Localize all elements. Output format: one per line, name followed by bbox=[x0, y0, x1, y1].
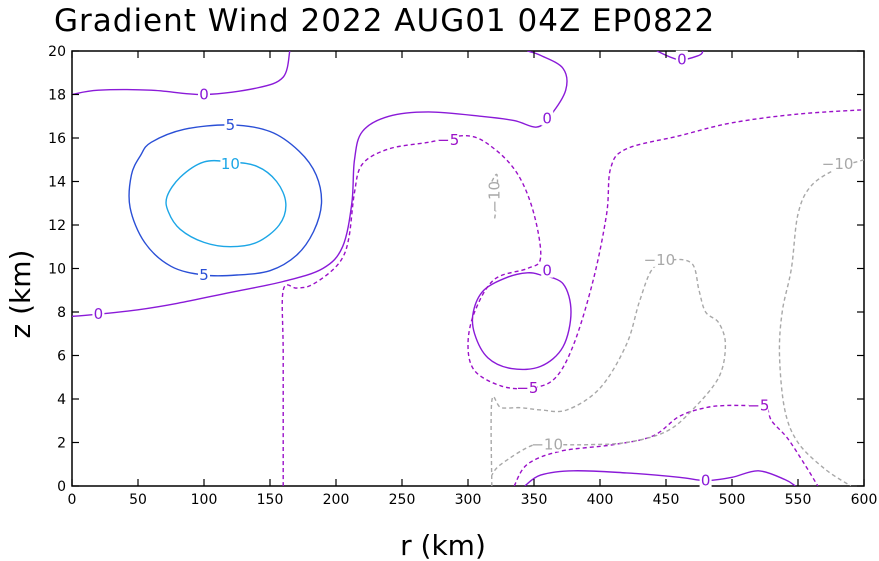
x-tick-label: 300 bbox=[455, 492, 482, 508]
y-tick-label: 20 bbox=[48, 44, 66, 60]
y-axis-label: z (km) bbox=[4, 250, 37, 339]
contour-label-level-neg10: −10 bbox=[644, 251, 676, 269]
contour-level-0 bbox=[524, 470, 796, 486]
x-tick-label: 450 bbox=[653, 492, 680, 508]
contour-label-text: 5 bbox=[199, 266, 209, 284]
contour-label-text: −5 bbox=[437, 131, 459, 149]
contour-label-mask bbox=[823, 155, 852, 172]
x-axis-label: r (km) bbox=[400, 529, 486, 561]
contour-label-text: −5 bbox=[516, 379, 538, 397]
contour-level-10 bbox=[165, 159, 287, 248]
x-tick-label: 500 bbox=[719, 492, 746, 508]
y-axis-ticks: 0 2 4 6 8 10 12 14 16 18 20 bbox=[48, 44, 864, 495]
contour-level-neg5 bbox=[513, 403, 819, 486]
y-tick-label: 0 bbox=[57, 479, 66, 495]
contour-label-level-5: 5 bbox=[198, 266, 210, 284]
plot-frame bbox=[71, 50, 865, 487]
contour-label-level-5: 5 bbox=[224, 115, 237, 134]
contour-label-text: 0 bbox=[94, 305, 104, 323]
contour-level-0 bbox=[656, 51, 704, 61]
y-tick-label: 12 bbox=[48, 218, 66, 234]
x-tick-label: 0 bbox=[68, 492, 77, 508]
contour-label-level-0: 0 bbox=[541, 261, 554, 280]
contour-level-neg5 bbox=[281, 109, 864, 486]
contour-label-level-0: 0 bbox=[541, 109, 554, 127]
chart-title: Gradient Wind 2022 AUG01 04Z EP0822 bbox=[54, 3, 715, 39]
contour-level-0 bbox=[72, 51, 568, 318]
x-tick-label: 600 bbox=[851, 492, 878, 508]
contour-level-0 bbox=[72, 51, 291, 96]
contour-label-text: −5 bbox=[747, 397, 769, 415]
contour-level-neg10 bbox=[491, 173, 499, 221]
y-tick-label: 8 bbox=[57, 305, 66, 321]
y-tick-label: 4 bbox=[57, 392, 66, 408]
x-tick-label: 100 bbox=[191, 492, 218, 508]
contour-label-mask bbox=[541, 261, 554, 278]
x-tick-label: 200 bbox=[323, 492, 350, 508]
contour-level-0 bbox=[471, 272, 572, 371]
contour-label-mask bbox=[198, 266, 210, 283]
contour-lines bbox=[72, 51, 864, 486]
contour-label-text: −10 bbox=[485, 181, 503, 213]
contour-label-text: 5 bbox=[226, 116, 236, 134]
contour-label-text: −10 bbox=[822, 155, 854, 173]
y-tick-label: 18 bbox=[48, 88, 66, 104]
contour-label-text: 10 bbox=[221, 155, 240, 173]
contour-label-mask bbox=[675, 50, 688, 67]
contour-label-level-0: 0 bbox=[92, 305, 105, 323]
x-tick-label: 400 bbox=[587, 492, 614, 508]
x-tick-label: 350 bbox=[521, 492, 548, 508]
contour-label-level-neg10: −10 bbox=[485, 181, 503, 213]
contour-label-text: 0 bbox=[542, 109, 552, 127]
y-tick-label: 10 bbox=[48, 262, 66, 278]
contour-label-mask bbox=[485, 182, 502, 211]
contour-label-mask bbox=[92, 305, 105, 322]
contour-label-text: −10 bbox=[531, 436, 563, 454]
y-tick-label: 14 bbox=[48, 175, 66, 191]
contour-label-level-neg10: −10 bbox=[531, 435, 563, 454]
contour-label-level-neg5: −5 bbox=[516, 379, 538, 397]
contour-label-level-neg5: −5 bbox=[747, 396, 769, 415]
contour-label-mask bbox=[699, 471, 712, 488]
contour-label-text: 0 bbox=[542, 262, 552, 280]
x-tick-label: 150 bbox=[257, 492, 284, 508]
contour-label-text: −10 bbox=[644, 251, 676, 269]
contour-label-mask bbox=[533, 435, 562, 452]
contour-level-neg10 bbox=[778, 159, 864, 486]
contour-label-level-0: 0 bbox=[699, 471, 712, 490]
plot-border bbox=[71, 50, 865, 487]
x-tick-label: 250 bbox=[389, 492, 416, 508]
contour-label-mask bbox=[541, 109, 554, 126]
contour-label-mask bbox=[198, 85, 210, 102]
contour-label-text: 0 bbox=[199, 86, 209, 104]
y-tick-label: 16 bbox=[48, 131, 66, 147]
contour-label-mask bbox=[224, 115, 237, 132]
contour-label-level-neg10: −10 bbox=[822, 155, 854, 173]
contour-label-level-0: 0 bbox=[675, 50, 688, 69]
x-tick-label: 50 bbox=[129, 492, 147, 508]
contour-label-mask bbox=[438, 131, 459, 148]
y-tick-label: 2 bbox=[57, 436, 66, 452]
contour-label-level-neg5: −5 bbox=[437, 131, 459, 149]
contour-label-mask bbox=[220, 155, 241, 172]
contour-label-mask bbox=[517, 379, 538, 396]
contour-label-level-0: 0 bbox=[198, 85, 210, 104]
contour-label-mask bbox=[748, 396, 769, 413]
y-tick-label: 6 bbox=[57, 349, 66, 365]
contour-level-neg10 bbox=[490, 258, 727, 486]
contour-label-level-10: 10 bbox=[220, 155, 241, 173]
contour-level-5 bbox=[128, 124, 323, 277]
contour-label-mask bbox=[645, 250, 674, 267]
x-axis-ticks: 0 50 100 150 200 250 300 350 400 450 500 550 600 bbox=[68, 51, 878, 508]
x-tick-label: 550 bbox=[785, 492, 812, 508]
contour-label-text: 0 bbox=[677, 51, 687, 69]
contour-label-text: 0 bbox=[701, 472, 711, 490]
